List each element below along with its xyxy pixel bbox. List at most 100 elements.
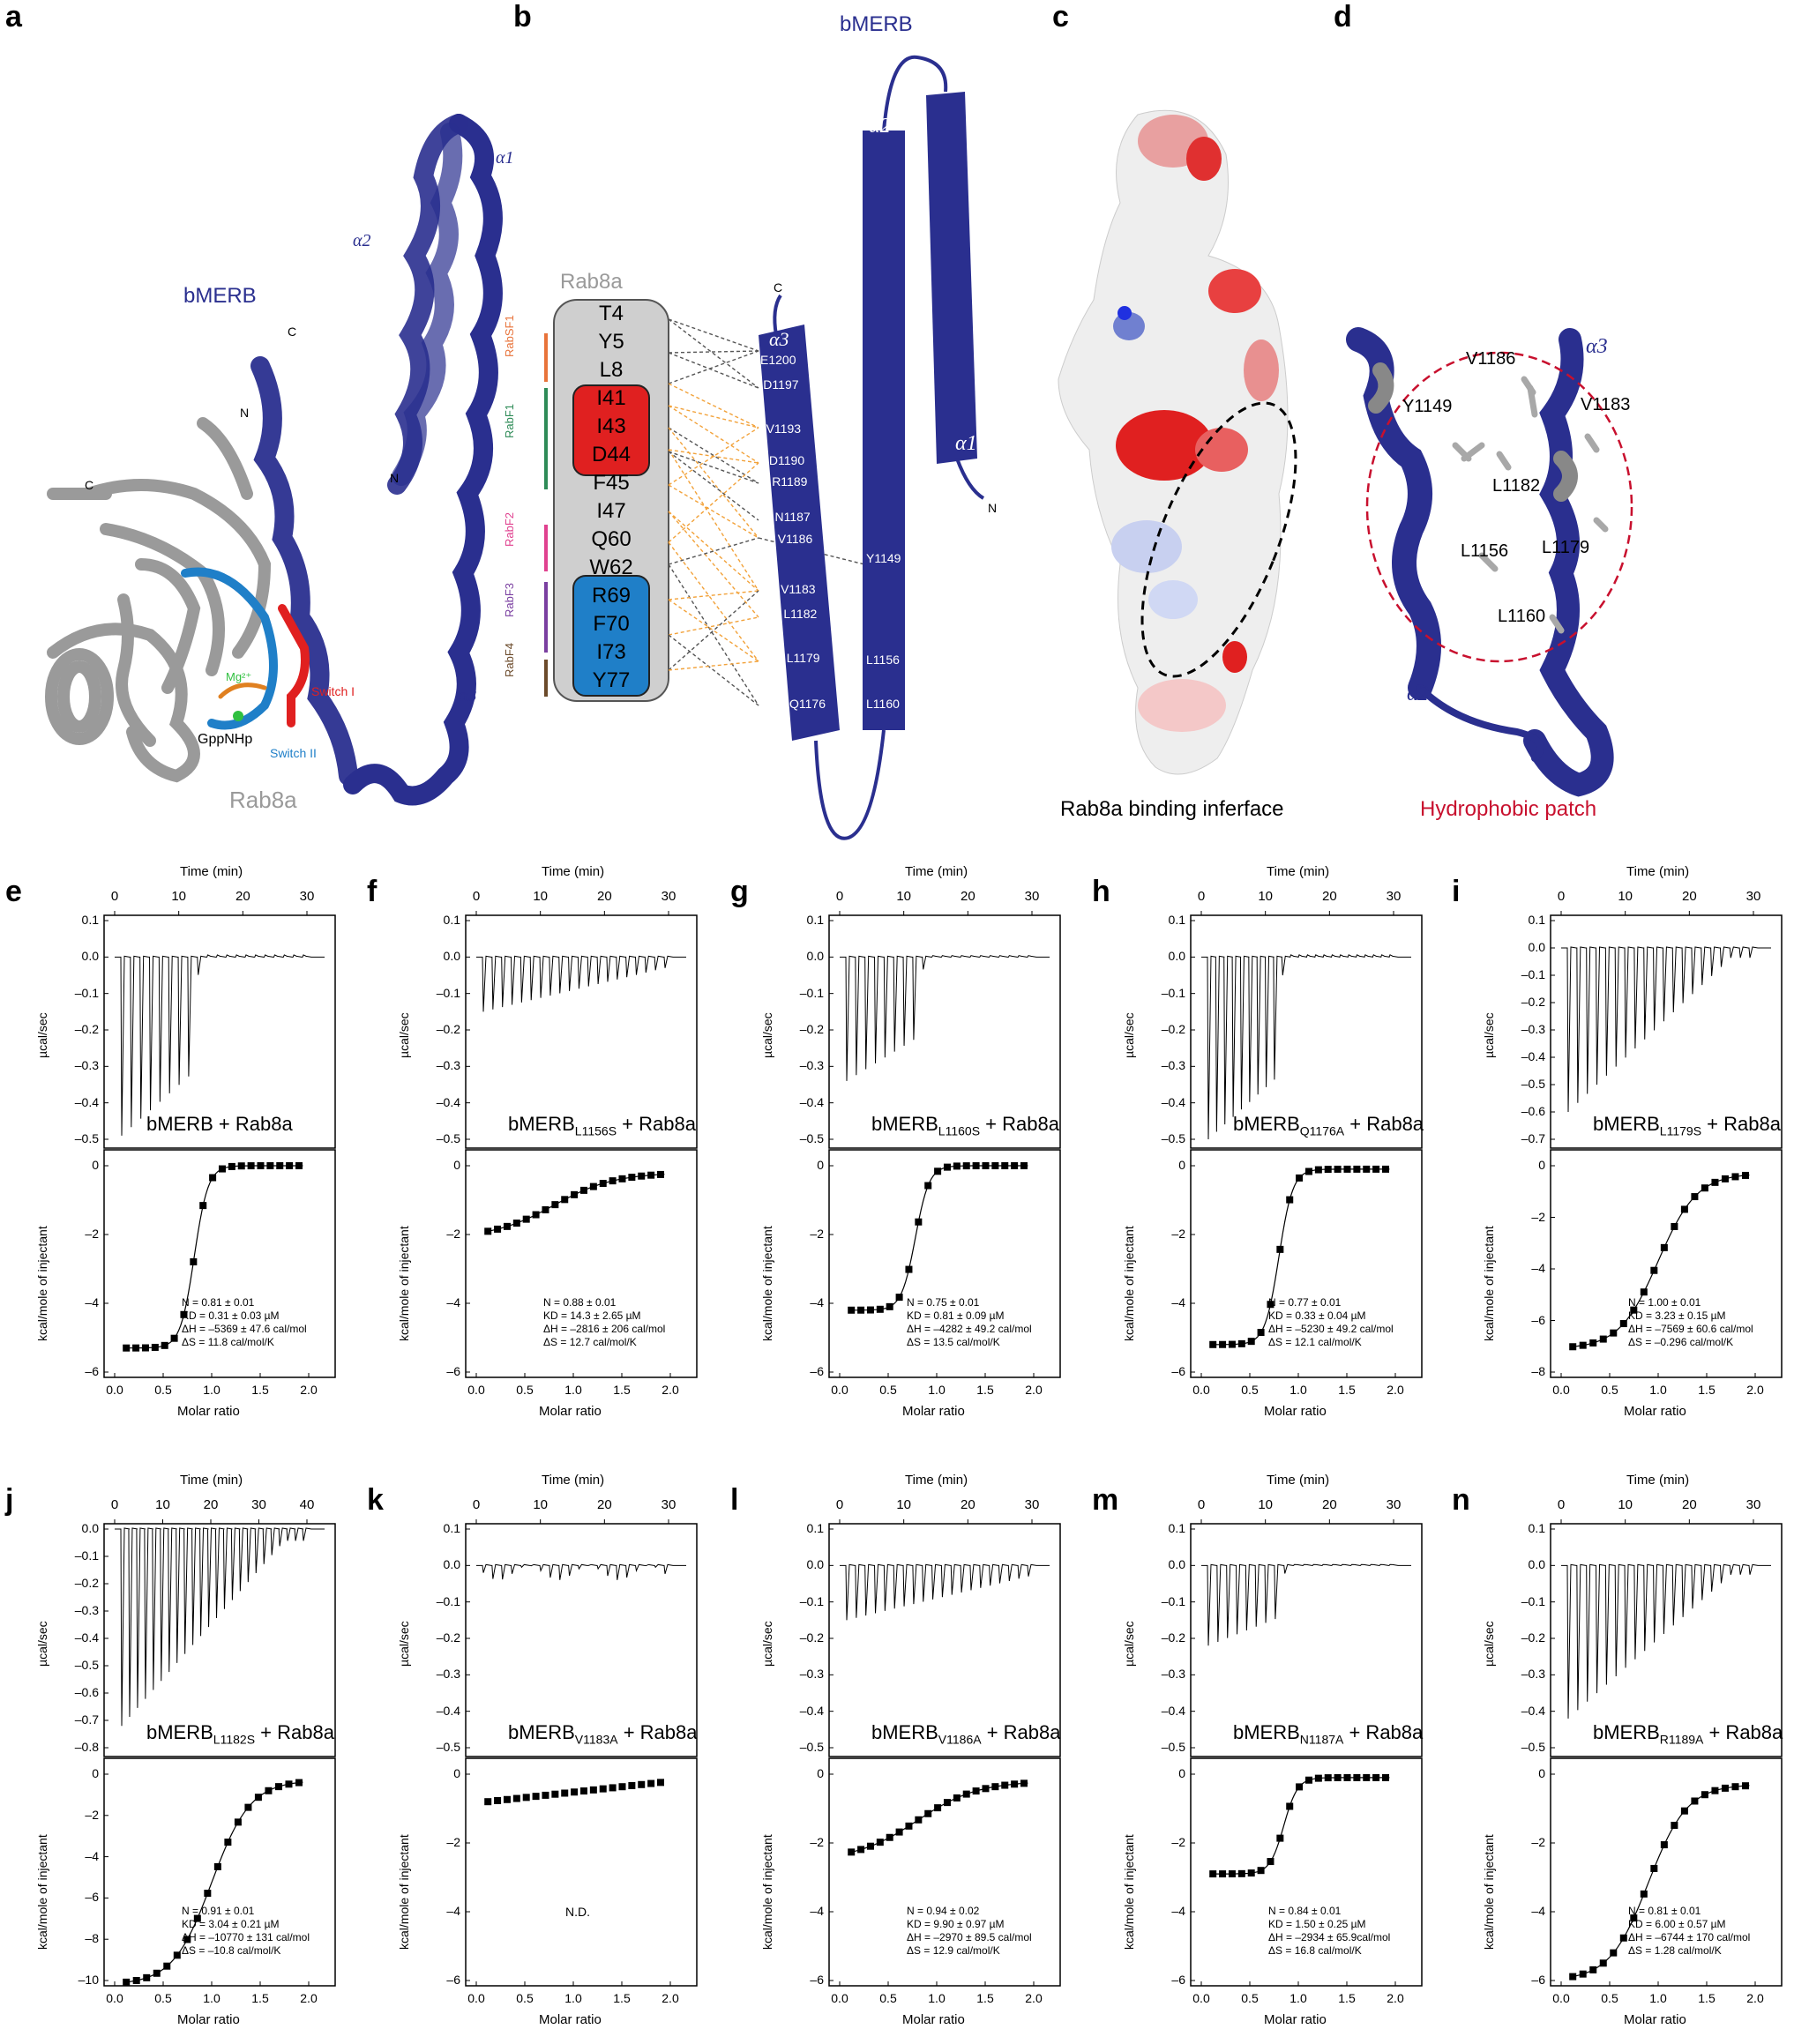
- binding-data-point: [657, 1170, 664, 1178]
- fit-parameter: N = 0.81 ± 0.01: [1628, 1905, 1701, 1917]
- raw-ytick-label: 0.1: [443, 913, 460, 927]
- molar-tick-label: 1.5: [613, 1383, 631, 1397]
- binding-data-point: [522, 1215, 530, 1223]
- fit-parameter: ΔH = –2934 ± 65.9cal/mol: [1268, 1931, 1391, 1943]
- construct-suffix: + Rab8a: [255, 1721, 334, 1743]
- rabsf1-bar: [544, 333, 548, 382]
- binding-data-point: [286, 1162, 294, 1170]
- binding-data-point: [1286, 1196, 1294, 1204]
- binding-ytick-label: –6: [85, 1364, 99, 1378]
- construct-label: bMERBV1186A + Rab8a: [871, 1721, 1060, 1746]
- molar-tick-label: 0.0: [467, 1383, 485, 1397]
- time-tick-label: 30: [1024, 1497, 1040, 1512]
- fit-parameter: KD = 1.50 ± 0.25 µM: [1268, 1918, 1366, 1930]
- panel-label-m: m: [1092, 1483, 1119, 1517]
- alpha3-label-a: α3: [459, 686, 477, 705]
- raw-ytick-label: 0.0: [1528, 1557, 1545, 1572]
- raw-ytick-label: 0.0: [1168, 949, 1185, 964]
- rab-subfamily-label: RabF1: [503, 403, 516, 438]
- fit-parameters: N = 0.77 ± 0.01 KD = 0.33 ± 0.04 µM ΔH = –…: [1268, 1296, 1394, 1349]
- molar-axis-label: Molar ratio: [902, 1404, 965, 1419]
- binding-data-point: [234, 1818, 242, 1826]
- rab8a-residue: Y5: [598, 330, 624, 354]
- rab8a-residue: D44: [591, 443, 632, 466]
- alpha2-label-a: α2: [353, 231, 371, 250]
- fit-parameters: N = 0.88 ± 0.01 KD = 14.3 ± 2.65 µM ΔH = –…: [543, 1296, 665, 1349]
- raw-ytick-label: –0.1: [1161, 985, 1185, 1000]
- fit-parameter: KD = 6.00 ± 0.57 µM: [1628, 1918, 1726, 1930]
- binding-ytick-label: –2: [1531, 1835, 1545, 1849]
- binding-axes-frame: [1550, 1757, 1783, 1987]
- itc-panel-l: l 0 10 20 30 Time (min) 0.1 0.0 –0.1 –0.2 –0.3 –0.4…: [725, 1473, 1087, 2044]
- binding-ytick-label: 0: [1178, 1158, 1185, 1172]
- raw-ytick-label: –0.3: [1161, 1667, 1185, 1682]
- binding-data-point: [1589, 1966, 1597, 1973]
- construct-name: bMERB: [1593, 1113, 1660, 1135]
- fit-parameter: N = 1.00 ± 0.01: [1628, 1296, 1701, 1309]
- fit-parameters: N = 0.91 ± 0.01 KD = 3.04 ± 0.21 µM ΔH = –…: [182, 1905, 310, 1958]
- molar-axis-label: Molar ratio: [1264, 2012, 1327, 2027]
- binding-ytick-label: –2: [446, 1227, 460, 1241]
- fit-parameter: N = 0.88 ± 0.01: [543, 1296, 617, 1309]
- time-tick-label: 30: [661, 889, 676, 904]
- molar-tick-label: 0.0: [106, 1991, 123, 2005]
- binding-data-point: [190, 1257, 198, 1265]
- fit-parameters: N = 1.00 ± 0.01 KD = 3.23 ± 0.15 µM ΔH = –…: [1628, 1296, 1753, 1349]
- raw-ytick-label: –0.5: [1521, 1740, 1545, 1754]
- binding-data-point: [1630, 1306, 1638, 1314]
- binding-ytick-label: 0: [1538, 1766, 1545, 1780]
- time-axis-label: Time (min): [905, 1473, 968, 1488]
- fit-parameter: ΔS = 1.28 cal/mol/K: [1628, 1944, 1722, 1957]
- c-terminus-b: C: [774, 280, 783, 295]
- binding-data-point: [228, 1162, 235, 1170]
- panel-label-l: l: [730, 1483, 739, 1517]
- raw-ytick-label: –0.5: [799, 1740, 824, 1754]
- binding-data-point: [1630, 1914, 1638, 1922]
- time-tick-label: 0: [835, 1497, 844, 1512]
- patch-residue: L1160: [1498, 607, 1546, 626]
- binding-data-point: [579, 1186, 587, 1194]
- binding-data-point: [247, 1162, 255, 1170]
- raw-ytick-label: –0.6: [74, 1685, 99, 1699]
- raw-ytick-label: –0.3: [436, 1667, 460, 1682]
- construct-label: bMERBL1160S + Rab8a: [871, 1113, 1059, 1138]
- binding-data-point: [1257, 1867, 1265, 1875]
- fit-parameter: ΔH = –6744 ± 170 cal/mol: [1628, 1931, 1751, 1943]
- binding-data-point: [1579, 1341, 1587, 1349]
- alpha2-residue: L1160: [866, 697, 900, 711]
- panel-label-j: j: [5, 1483, 14, 1517]
- raw-ytick-label: –0.7: [1521, 1131, 1545, 1145]
- binding-ytick-label: –6: [446, 1973, 460, 1987]
- alpha1-label-b: α1: [955, 432, 977, 455]
- binding-data-point: [1701, 1791, 1708, 1799]
- binding-data-point: [1660, 1841, 1668, 1849]
- thermogram-trace: [1201, 954, 1411, 1140]
- construct-name: bMERB: [508, 1113, 575, 1135]
- raw-ytick-label: 0.1: [443, 1521, 460, 1535]
- not-determined-label: N.D.: [565, 1905, 590, 1919]
- binding-data-point: [494, 1796, 502, 1804]
- construct-mutation: R1189A: [1659, 1732, 1704, 1747]
- raw-axes-frame: [1190, 1523, 1423, 1757]
- panel-label-e: e: [5, 875, 22, 908]
- binding-data-point: [151, 1343, 159, 1351]
- itc-plot: [103, 1519, 336, 1987]
- binding-data-point: [1334, 1773, 1342, 1781]
- binding-data-point: [915, 1218, 923, 1226]
- alpha3-residue: L1182: [783, 607, 818, 621]
- binding-data-point: [1353, 1773, 1361, 1781]
- alpha3-residue: V1193: [766, 421, 802, 436]
- molar-tick-label: 0.0: [1192, 1991, 1210, 2005]
- raw-ytick-label: –0.2: [1161, 1022, 1185, 1036]
- molar-tick-label: 0.5: [154, 1383, 172, 1397]
- binding-data-point: [199, 1202, 207, 1210]
- binding-data-point: [132, 1976, 140, 1984]
- binding-data-point: [1372, 1165, 1380, 1173]
- binding-data-point: [1304, 1167, 1312, 1175]
- raw-axes-frame: [465, 1523, 698, 1757]
- binding-data-point: [1276, 1245, 1284, 1253]
- binding-data-point: [1343, 1165, 1351, 1173]
- thermogram-trace: [840, 955, 1050, 1081]
- rab8a-residue: Q60: [591, 527, 632, 551]
- time-tick-label: 10: [533, 1497, 548, 1512]
